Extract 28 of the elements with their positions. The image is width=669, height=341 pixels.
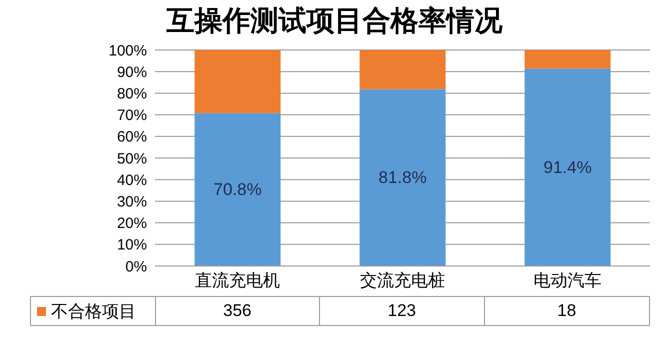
y-tick-label: 40% (116, 172, 147, 189)
y-tick-label: 30% (116, 194, 147, 211)
data-label: 70.8% (214, 180, 262, 200)
text: 123 (320, 297, 485, 325)
y-tick-label: 80% (116, 86, 147, 103)
legend-label: 不合格项目 (51, 300, 136, 322)
y-tick-label: 50% (116, 150, 147, 168)
y-tick-label: 60% (116, 128, 147, 146)
y-tick-label: 0% (125, 258, 147, 276)
y-tick-label: 90% (116, 64, 147, 81)
y-tick-label: 10% (116, 236, 147, 254)
data-label: 81.8% (378, 168, 427, 188)
chart-title: 互操作测试项目合格率情况 (166, 3, 504, 39)
bar (524, 50, 611, 69)
text: 18 (556, 300, 578, 322)
y-tick-label: 20% (116, 215, 147, 232)
y-tick-label: 100% (108, 42, 147, 60)
bar (194, 50, 281, 114)
bar (360, 89, 446, 266)
x-tick-label: 电动汽车 (534, 271, 602, 290)
bar (194, 113, 281, 266)
text: 356 (156, 297, 320, 325)
data-label: 91.4% (544, 158, 592, 177)
bar (360, 50, 446, 90)
bar (524, 68, 611, 266)
y-tick-label: 70% (116, 107, 147, 124)
x-tick-label: 交流充电桩 (360, 271, 445, 290)
x-tick-label: 直流充电机 (195, 271, 280, 290)
